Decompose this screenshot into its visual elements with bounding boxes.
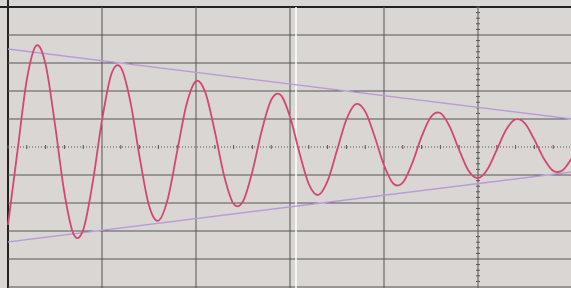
screen-background xyxy=(0,0,571,288)
page: {"chart_data": {"type": "line", "xlim": … xyxy=(0,0,571,288)
oscilloscope-screen xyxy=(0,0,571,288)
